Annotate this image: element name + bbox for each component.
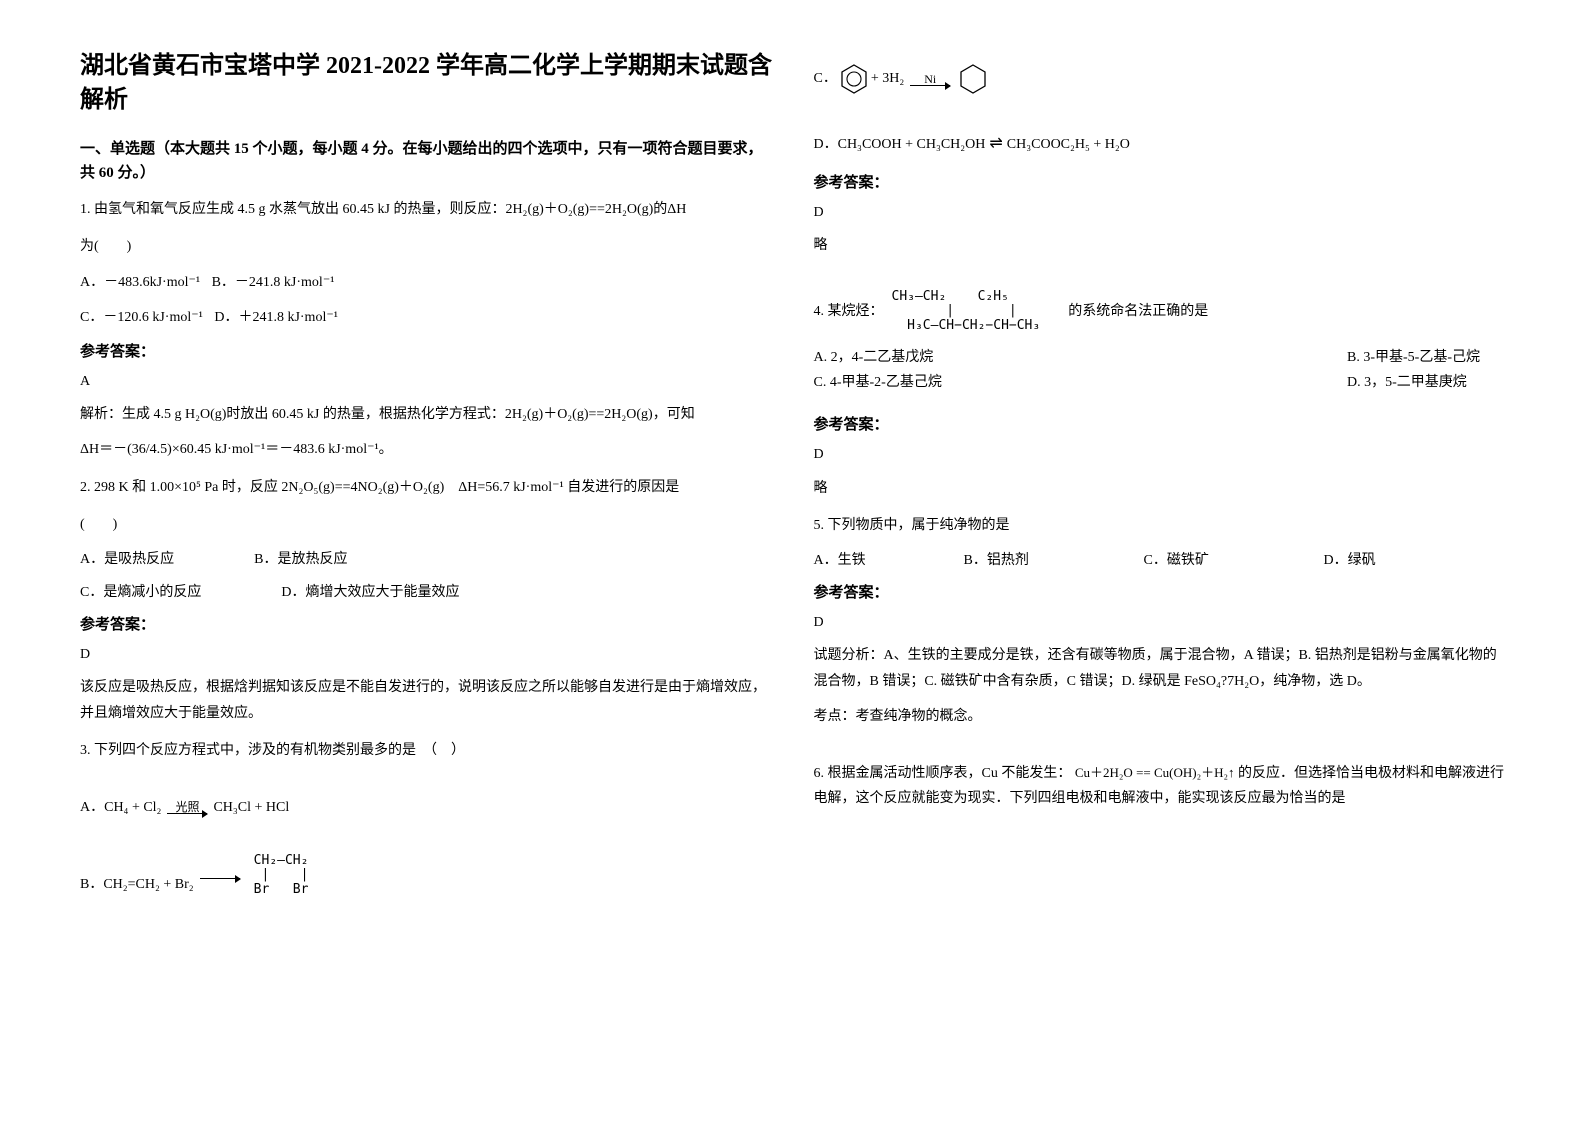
q3-answer-label: 参考答案：: [814, 171, 1508, 192]
q1-explanation2: ΔH＝－(36/4.5)×60.45 kJ·mol⁻¹＝－483.6 kJ·mo…: [80, 437, 774, 462]
q3-optD-prefix: D．CH₃COOH + CH₃CH₂OH: [814, 132, 986, 157]
q3-optC-mid: + 3H₂: [871, 66, 904, 91]
q5-optA: A．生铁: [814, 548, 964, 573]
q1-optA: A．－483.6kJ·mol⁻¹: [80, 275, 200, 290]
q3-optD: D．CH₃COOH + CH₃CH₂OH ⇌ CH₃COOC₂H₅ + H₂O: [814, 130, 1508, 159]
struct-line: CH₂—CH₂: [254, 854, 317, 868]
q5-text: 5. 下列物质中，属于纯净物的是: [814, 513, 1508, 538]
q4-optD: D. 3，5-二甲基庚烷: [1347, 370, 1507, 395]
struct-line: | |: [254, 868, 317, 882]
q2-optB: B．是放热反应: [254, 547, 347, 572]
q3-optB-prefix: B．CH₂=CH₂ + Br₂: [80, 872, 194, 897]
q1-explanation: 解析：生成 4.5 g H₂O(g)时放出 60.45 kJ 的热量，根据热化学…: [80, 402, 774, 427]
q4-optA: A. 2，4-二乙基戊烷: [814, 345, 1348, 370]
q4-structure: CH₃—CH₂ C₂H₅ | | H₃C—CH−CH₂−CH−CH₃: [892, 290, 1041, 333]
q3-text: 3. 下列四个反应方程式中，涉及的有机物类别最多的是 （ ）: [80, 738, 774, 763]
q2-answer: D: [80, 642, 774, 667]
q1-optC: C．－120.6 kJ·mol⁻¹: [80, 310, 203, 325]
document-title: 湖北省黄石市宝塔中学 2021-2022 学年高二化学上学期期末试题含解析: [80, 50, 774, 117]
q4-answer: D: [814, 442, 1508, 467]
q4-answer-label: 参考答案：: [814, 413, 1508, 434]
q1-options-row2: C．－120.6 kJ·mol⁻¹ D．＋241.8 kJ·mol⁻¹: [80, 305, 774, 330]
q1-options-row1: A．－483.6kJ·mol⁻¹ B．－241.8 kJ·mol⁻¹: [80, 270, 774, 295]
q5-explanation2: 考点：考查纯净物的概念。: [814, 704, 1508, 729]
struct-line: CH₃—CH₂ C₂H₅: [892, 290, 1041, 304]
cyclohexane-icon: [956, 62, 990, 96]
q5-answer-label: 参考答案：: [814, 581, 1508, 602]
q4-optB: B. 3-甲基-5-乙基-己烷: [1347, 345, 1507, 370]
q2-options-row1: A．是吸热反应 B．是放热反应: [80, 547, 774, 572]
right-column: C． + 3H₂ Ni D．CH₃COOH + CH₃CH₂OH ⇌ CH₃CO…: [794, 50, 1528, 1072]
q4-opts-row1: A. 2，4-二乙基戊烷 B. 3-甲基-5-乙基-己烷: [814, 345, 1508, 370]
q3-optA-suffix: CH₃Cl + HCl: [213, 795, 289, 820]
q3-optA-over: 光照: [175, 801, 199, 813]
benzene-icon: [837, 62, 871, 96]
q2-answer-label: 参考答案：: [80, 613, 774, 634]
section-header: 一、单选题（本大题共 15 个小题，每小题 4 分。在每小题给出的四个选项中，只…: [80, 137, 774, 185]
q2-optC: C．是熵减小的反应: [80, 580, 201, 605]
q6-text: 6. 根据金属活动性顺序表，Cu 不能发生： Cu＋2H₂O == Cu(OH)…: [814, 761, 1508, 811]
q4-suffix: 的系统命名法正确的是: [1068, 299, 1208, 324]
q6-formula: Cu＋2H₂O == Cu(OH)₂＋H₂↑: [1075, 765, 1235, 780]
q5-options: A．生铁 B．铝热剂 C．磁铁矿 D．绿矾: [814, 548, 1508, 573]
q3-answer: D: [814, 200, 1508, 225]
q2-explanation: 该反应是吸热反应，根据焓判据知该反应是不能自发进行的，说明该反应之所以能够自发进…: [80, 675, 774, 725]
q3-optB: B．CH₂=CH₂ + Br₂ CH₂—CH₂ | | Br Br: [80, 854, 774, 897]
q5-optB: B．铝热剂: [964, 548, 1144, 573]
q1-optD: D．＋241.8 kJ·mol⁻¹: [214, 310, 338, 325]
q2-optA: A．是吸热反应: [80, 547, 174, 572]
q3-optB-structure: CH₂—CH₂ | | Br Br: [254, 854, 317, 897]
q2-text2: ( ): [80, 512, 774, 537]
q3-optC: C． + 3H₂ Ni: [814, 62, 1508, 96]
q3-optA-prefix: A．CH₄ + Cl₂: [80, 795, 161, 820]
arrow-icon: [200, 878, 240, 879]
q4-opts-row2: C. 4-甲基-2-乙基己烷 D. 3，5-二甲基庚烷: [814, 370, 1508, 395]
left-column: 湖北省黄石市宝塔中学 2021-2022 学年高二化学上学期期末试题含解析 一、…: [60, 50, 794, 1072]
q1-text: 1. 由氢气和氧气反应生成 4.5 g 水蒸气放出 60.45 kJ 的热量，则…: [80, 197, 774, 222]
q5-explanation: 试题分析：A、生铁的主要成分是铁，还含有碳等物质，属于混合物，A 错误；B. 铝…: [814, 643, 1508, 693]
q2-optD: D．熵增大效应大于能量效应: [281, 580, 459, 605]
q6-prefix: 6. 根据金属活动性顺序表，Cu 不能发生：: [814, 766, 1072, 781]
q4-optC: C. 4-甲基-2-乙基己烷: [814, 370, 1348, 395]
q3-optD-suffix: CH₃COOC₂H₅ + H₂O: [1007, 132, 1130, 157]
q1-text2: 为( ): [80, 234, 774, 259]
q1-optB: B．－241.8 kJ·mol⁻¹: [212, 275, 335, 290]
equilibrium-arrow-icon: ⇌: [989, 130, 1002, 159]
q4-text: 4. 某烷烃： CH₃—CH₂ C₂H₅ | | H₃C—CH−CH₂−CH−C…: [814, 290, 1508, 333]
struct-line: H₃C—CH−CH₂−CH−CH₃: [892, 319, 1041, 333]
q4-prefix: 4. 某烷烃：: [814, 299, 884, 324]
q2-text: 2. 298 K 和 1.00×10⁵ Pa 时，反应 2N₂O₅(g)==4N…: [80, 475, 774, 500]
q5-optD: D．绿矾: [1324, 548, 1376, 573]
q5-optC: C．磁铁矿: [1144, 548, 1324, 573]
q3-optC-over: Ni: [924, 73, 936, 85]
q2-options-row2: C．是熵减小的反应 D．熵增大效应大于能量效应: [80, 580, 774, 605]
q3-skip: 略: [814, 233, 1508, 258]
q3-optA: A．CH₄ + Cl₂ 光照 CH₃Cl + HCl: [80, 795, 774, 820]
q4-skip: 略: [814, 476, 1508, 501]
arrow-icon: Ni: [910, 73, 950, 86]
struct-line: Br Br: [254, 883, 317, 897]
arrow-icon: 光照: [167, 801, 207, 814]
q1-answer: A: [80, 369, 774, 394]
q5-answer: D: [814, 610, 1508, 635]
struct-line: | |: [892, 304, 1041, 318]
q1-answer-label: 参考答案：: [80, 340, 774, 361]
q3-optC-label: C．: [814, 66, 837, 91]
